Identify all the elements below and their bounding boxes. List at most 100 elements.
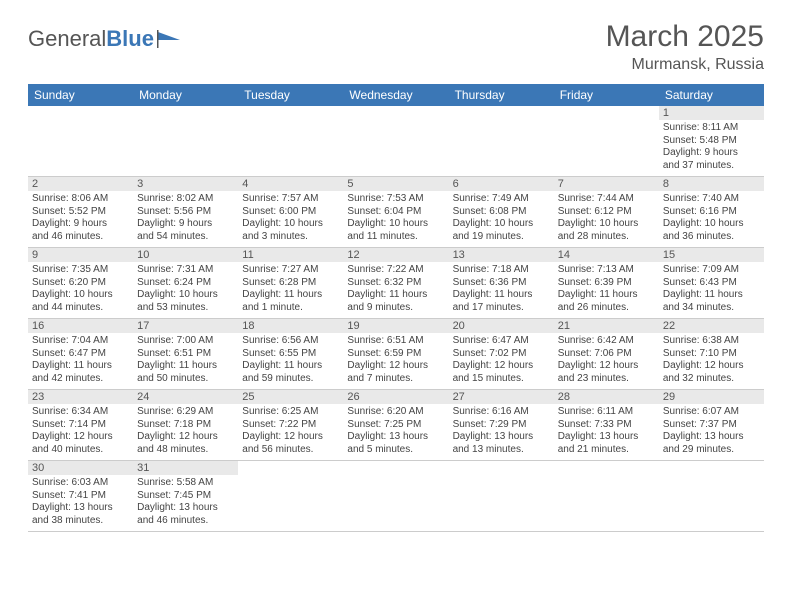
day-sunrise: Sunrise: 7:22 AM: [347, 264, 444, 277]
title-block: March 2025 Murmansk, Russia: [606, 20, 764, 74]
day-sunrise: Sunrise: 8:11 AM: [663, 122, 760, 135]
day-day1: Daylight: 13 hours: [453, 431, 550, 444]
day-day2: and 48 minutes.: [137, 444, 234, 457]
day-day2: and 17 minutes.: [453, 302, 550, 315]
day-sunset: Sunset: 6:36 PM: [453, 277, 550, 290]
empty-cell: [28, 106, 133, 177]
weekday-header: Thursday: [449, 84, 554, 106]
day-day2: and 5 minutes.: [347, 444, 444, 457]
weekday-header: Saturday: [659, 84, 764, 106]
day-number: 8: [659, 177, 764, 191]
day-sunset: Sunset: 6:08 PM: [453, 206, 550, 219]
day-sunset: Sunset: 6:47 PM: [32, 348, 129, 361]
day-sunrise: Sunrise: 7:27 AM: [242, 264, 339, 277]
day-sunrise: Sunrise: 8:06 AM: [32, 193, 129, 206]
day-cell: 25Sunrise: 6:25 AMSunset: 7:22 PMDayligh…: [238, 390, 343, 461]
day-sunset: Sunset: 6:39 PM: [558, 277, 655, 290]
day-cell: 24Sunrise: 6:29 AMSunset: 7:18 PMDayligh…: [133, 390, 238, 461]
logo-text-blue: Blue: [106, 26, 154, 52]
day-number: 23: [28, 390, 133, 404]
day-sunrise: Sunrise: 6:03 AM: [32, 477, 129, 490]
day-sunrise: Sunrise: 7:35 AM: [32, 264, 129, 277]
day-sunrise: Sunrise: 7:49 AM: [453, 193, 550, 206]
day-day1: Daylight: 11 hours: [558, 289, 655, 302]
day-cell: 13Sunrise: 7:18 AMSunset: 6:36 PMDayligh…: [449, 248, 554, 319]
day-sunset: Sunset: 6:24 PM: [137, 277, 234, 290]
day-day1: Daylight: 12 hours: [558, 360, 655, 373]
day-cell: 7Sunrise: 7:44 AMSunset: 6:12 PMDaylight…: [554, 177, 659, 248]
day-sunset: Sunset: 7:14 PM: [32, 419, 129, 432]
day-number: 26: [343, 390, 448, 404]
day-sunrise: Sunrise: 7:44 AM: [558, 193, 655, 206]
day-day2: and 34 minutes.: [663, 302, 760, 315]
day-day2: and 9 minutes.: [347, 302, 444, 315]
day-cell: 11Sunrise: 7:27 AMSunset: 6:28 PMDayligh…: [238, 248, 343, 319]
day-sunset: Sunset: 6:43 PM: [663, 277, 760, 290]
day-sunset: Sunset: 6:55 PM: [242, 348, 339, 361]
day-number: 17: [133, 319, 238, 333]
day-cell: 4Sunrise: 7:57 AMSunset: 6:00 PMDaylight…: [238, 177, 343, 248]
weekday-header: Friday: [554, 84, 659, 106]
day-day1: Daylight: 10 hours: [242, 218, 339, 231]
day-sunset: Sunset: 6:32 PM: [347, 277, 444, 290]
day-day2: and 42 minutes.: [32, 373, 129, 386]
day-day1: Daylight: 13 hours: [558, 431, 655, 444]
day-sunrise: Sunrise: 7:40 AM: [663, 193, 760, 206]
day-sunset: Sunset: 7:25 PM: [347, 419, 444, 432]
day-day1: Daylight: 13 hours: [663, 431, 760, 444]
day-sunrise: Sunrise: 6:07 AM: [663, 406, 760, 419]
day-day1: Daylight: 11 hours: [32, 360, 129, 373]
day-number: 5: [343, 177, 448, 191]
calendar-row: 1Sunrise: 8:11 AMSunset: 5:48 PMDaylight…: [28, 106, 764, 177]
day-cell: 16Sunrise: 7:04 AMSunset: 6:47 PMDayligh…: [28, 319, 133, 390]
empty-cell: [133, 106, 238, 177]
day-day1: Daylight: 10 hours: [558, 218, 655, 231]
day-day2: and 19 minutes.: [453, 231, 550, 244]
day-day2: and 53 minutes.: [137, 302, 234, 315]
day-cell: 23Sunrise: 6:34 AMSunset: 7:14 PMDayligh…: [28, 390, 133, 461]
day-day2: and 44 minutes.: [32, 302, 129, 315]
day-number: 1: [659, 106, 764, 120]
logo-flag-icon: [156, 30, 182, 48]
day-sunset: Sunset: 7:45 PM: [137, 490, 234, 503]
calendar-row: 23Sunrise: 6:34 AMSunset: 7:14 PMDayligh…: [28, 390, 764, 461]
day-day2: and 1 minute.: [242, 302, 339, 315]
day-number: 14: [554, 248, 659, 262]
empty-cell: [238, 106, 343, 177]
day-day1: Daylight: 12 hours: [347, 360, 444, 373]
weekday-header: Wednesday: [343, 84, 448, 106]
day-day1: Daylight: 10 hours: [347, 218, 444, 231]
logo-text-gray: General: [28, 26, 106, 52]
day-cell: 27Sunrise: 6:16 AMSunset: 7:29 PMDayligh…: [449, 390, 554, 461]
empty-cell: [554, 461, 659, 532]
day-day2: and 7 minutes.: [347, 373, 444, 386]
day-cell: 2Sunrise: 8:06 AMSunset: 5:52 PMDaylight…: [28, 177, 133, 248]
location: Murmansk, Russia: [606, 56, 764, 74]
day-number: 4: [238, 177, 343, 191]
day-cell: 17Sunrise: 7:00 AMSunset: 6:51 PMDayligh…: [133, 319, 238, 390]
day-day2: and 36 minutes.: [663, 231, 760, 244]
calendar-row: 2 Sunrise: 8:06 AMSunset: 5:52 PM Daylight…: [28, 177, 764, 248]
day-sunrise: Sunrise: 6:51 AM: [347, 335, 444, 348]
day-sunset: Sunset: 6:51 PM: [137, 348, 234, 361]
day-day1: Daylight: 12 hours: [242, 431, 339, 444]
day-sunrise: Sunrise: 7:18 AM: [453, 264, 550, 277]
day-number: 2: [28, 177, 133, 191]
day-sunrise: Sunrise: 6:20 AM: [347, 406, 444, 419]
day-sunset: Sunset: 5:52 PM: [32, 206, 129, 219]
day-sunrise: Sunrise: 6:42 AM: [558, 335, 655, 348]
calendar-head: SundayMondayTuesdayWednesdayThursdayFrid…: [28, 84, 764, 106]
empty-cell: [343, 106, 448, 177]
day-sunrise: Sunrise: 6:56 AM: [242, 335, 339, 348]
day-number: 29: [659, 390, 764, 404]
day-day1: Daylight: 10 hours: [32, 289, 129, 302]
day-number: 7: [554, 177, 659, 191]
day-day1: Daylight: 10 hours: [137, 289, 234, 302]
day-number: 18: [238, 319, 343, 333]
day-cell: 6Sunrise: 7:49 AMSunset: 6:08 PMDaylight…: [449, 177, 554, 248]
day-sunrise: Sunrise: 6:11 AM: [558, 406, 655, 419]
day-day2: and 29 minutes.: [663, 444, 760, 457]
day-sunrise: Sunrise: 7:09 AM: [663, 264, 760, 277]
day-number: 22: [659, 319, 764, 333]
day-day1: Daylight: 11 hours: [242, 289, 339, 302]
